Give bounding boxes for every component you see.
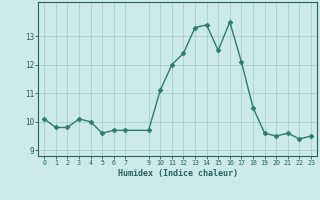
- X-axis label: Humidex (Indice chaleur): Humidex (Indice chaleur): [118, 169, 238, 178]
